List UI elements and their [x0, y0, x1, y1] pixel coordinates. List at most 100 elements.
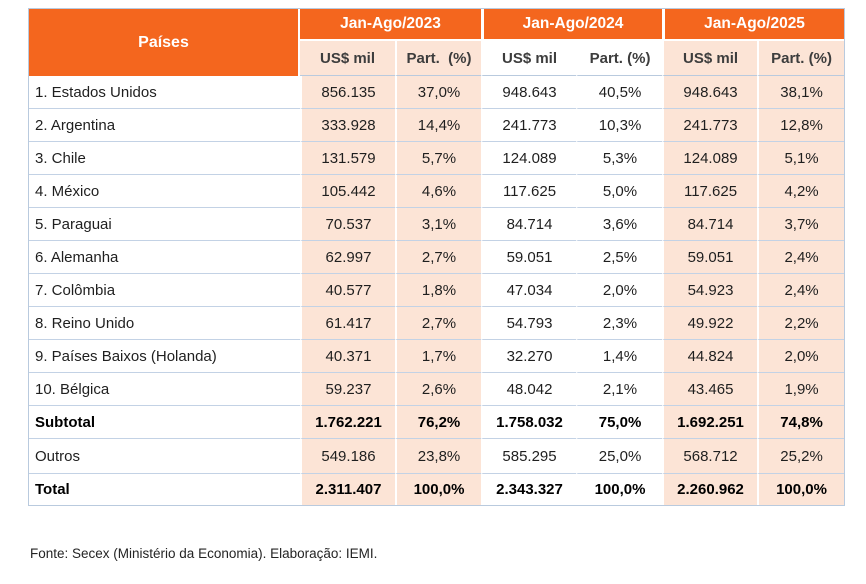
value-cell: 32.270: [481, 340, 577, 373]
value-cell: 1.758.032: [481, 406, 577, 439]
value-cell: 3,7%: [757, 208, 845, 241]
value-cell: 948.643: [481, 76, 577, 109]
value-cell: 70.537: [300, 208, 395, 241]
table-row: 1. Estados Unidos 856.135 37,0% 948.643 …: [29, 76, 845, 109]
row-label-cell: Subtotal: [29, 406, 300, 439]
value-cell: 2,0%: [576, 274, 663, 307]
value-cell: 585.295: [481, 439, 577, 474]
value-cell: 59.051: [662, 241, 758, 274]
value-cell: 5,1%: [757, 142, 845, 175]
value-cell: 1.692.251: [662, 406, 758, 439]
value-cell: 2,4%: [757, 241, 845, 274]
value-cell: 59.051: [481, 241, 577, 274]
value-cell: 75,0%: [576, 406, 663, 439]
table-row: 9. Países Baixos (Holanda) 40.371 1,7% 3…: [29, 340, 845, 373]
value-cell: 1.762.221: [300, 406, 395, 439]
table-row: 5. Paraguai 70.537 3,1% 84.714 3,6% 84.7…: [29, 208, 845, 241]
value-cell: 124.089: [481, 142, 577, 175]
value-cell: 84.714: [481, 208, 577, 241]
country-cell: 6. Alemanha: [29, 241, 300, 274]
col-group-header-2023: Jan-Ago/2023: [300, 9, 482, 41]
value-cell: 38,1%: [757, 76, 845, 109]
value-cell: 241.773: [662, 109, 758, 142]
value-cell: 100,0%: [757, 474, 845, 505]
value-cell: 4,2%: [757, 175, 845, 208]
value-cell: 14,4%: [395, 109, 482, 142]
row-label-cell: Total: [29, 474, 300, 505]
value-cell: 5,7%: [395, 142, 482, 175]
table-row: 4. México 105.442 4,6% 117.625 5,0% 117.…: [29, 175, 845, 208]
value-cell: 25,0%: [576, 439, 663, 474]
table-row: 3. Chile 131.579 5,7% 124.089 5,3% 124.0…: [29, 142, 845, 175]
sub-col-header: US$ mil: [300, 41, 395, 76]
table-row: 8. Reino Unido 61.417 2,7% 54.793 2,3% 4…: [29, 307, 845, 340]
country-cell: 5. Paraguai: [29, 208, 300, 241]
value-cell: 1,7%: [395, 340, 482, 373]
value-cell: 5,3%: [576, 142, 663, 175]
value-cell: 856.135: [300, 76, 395, 109]
value-cell: 47.034: [481, 274, 577, 307]
country-cell: 9. Países Baixos (Holanda): [29, 340, 300, 373]
value-cell: 2,7%: [395, 307, 482, 340]
value-cell: 131.579: [300, 142, 395, 175]
value-cell: 59.237: [300, 373, 395, 406]
value-cell: 54.793: [481, 307, 577, 340]
value-cell: 23,8%: [395, 439, 482, 474]
others-row: Outros 549.186 23,8% 585.295 25,0% 568.7…: [29, 439, 845, 474]
sub-col-header: US$ mil: [662, 41, 758, 76]
value-cell: 2,5%: [576, 241, 663, 274]
col-group-header-2025: Jan-Ago/2025: [662, 9, 845, 41]
export-destinations-table: Países Jan-Ago/2023 Jan-Ago/2024 Jan-Ago…: [28, 8, 846, 506]
country-cell: 10. Bélgica: [29, 373, 300, 406]
table-row: 7. Colômbia 40.577 1,8% 47.034 2,0% 54.9…: [29, 274, 845, 307]
value-cell: 568.712: [662, 439, 758, 474]
value-cell: 4,6%: [395, 175, 482, 208]
value-cell: 44.824: [662, 340, 758, 373]
value-cell: 117.625: [662, 175, 758, 208]
value-cell: 2,4%: [757, 274, 845, 307]
value-cell: 100,0%: [395, 474, 482, 505]
sub-col-header: Part. (%): [395, 41, 482, 76]
value-cell: 84.714: [662, 208, 758, 241]
value-cell: 25,2%: [757, 439, 845, 474]
country-cell: 1. Estados Unidos: [29, 76, 300, 109]
value-cell: 61.417: [300, 307, 395, 340]
value-cell: 48.042: [481, 373, 577, 406]
value-cell: 105.442: [300, 175, 395, 208]
row-label-cell: Outros: [29, 439, 300, 474]
value-cell: 2.343.327: [481, 474, 577, 505]
value-cell: 100,0%: [576, 474, 663, 505]
value-cell: 43.465: [662, 373, 758, 406]
table-row: 10. Bélgica 59.237 2,6% 48.042 2,1% 43.4…: [29, 373, 845, 406]
value-cell: 3,1%: [395, 208, 482, 241]
value-cell: 3,6%: [576, 208, 663, 241]
sub-col-header: Part. (%): [757, 41, 845, 76]
table-row: 6. Alemanha 62.997 2,7% 59.051 2,5% 59.0…: [29, 241, 845, 274]
value-cell: 1,8%: [395, 274, 482, 307]
country-cell: 3. Chile: [29, 142, 300, 175]
value-cell: 2,2%: [757, 307, 845, 340]
value-cell: 2,1%: [576, 373, 663, 406]
source-note: Fonte: Secex (Ministério da Economia). E…: [30, 546, 378, 561]
year-header-row: Países Jan-Ago/2023 Jan-Ago/2024 Jan-Ago…: [29, 9, 845, 76]
country-cell: 8. Reino Unido: [29, 307, 300, 340]
value-cell: 49.922: [662, 307, 758, 340]
sub-col-header: Part. (%): [576, 41, 663, 76]
total-row: Total 2.311.407 100,0% 2.343.327 100,0% …: [29, 474, 845, 505]
value-cell: 10,3%: [576, 109, 663, 142]
value-cell: 2,7%: [395, 241, 482, 274]
value-cell: 2,0%: [757, 340, 845, 373]
subtotal-row: Subtotal 1.762.221 76,2% 1.758.032 75,0%…: [29, 406, 845, 439]
value-cell: 241.773: [481, 109, 577, 142]
value-cell: 54.923: [662, 274, 758, 307]
value-cell: 2.311.407: [300, 474, 395, 505]
value-cell: 5,0%: [576, 175, 663, 208]
sub-col-header: US$ mil: [481, 41, 577, 76]
sub-header-row: US$ mil Part. (%) US$ mil Part. (%) US$ …: [29, 41, 845, 76]
value-cell: 1,4%: [576, 340, 663, 373]
value-cell: 549.186: [300, 439, 395, 474]
value-cell: 12,8%: [757, 109, 845, 142]
value-cell: 2,6%: [395, 373, 482, 406]
value-cell: 74,8%: [757, 406, 845, 439]
